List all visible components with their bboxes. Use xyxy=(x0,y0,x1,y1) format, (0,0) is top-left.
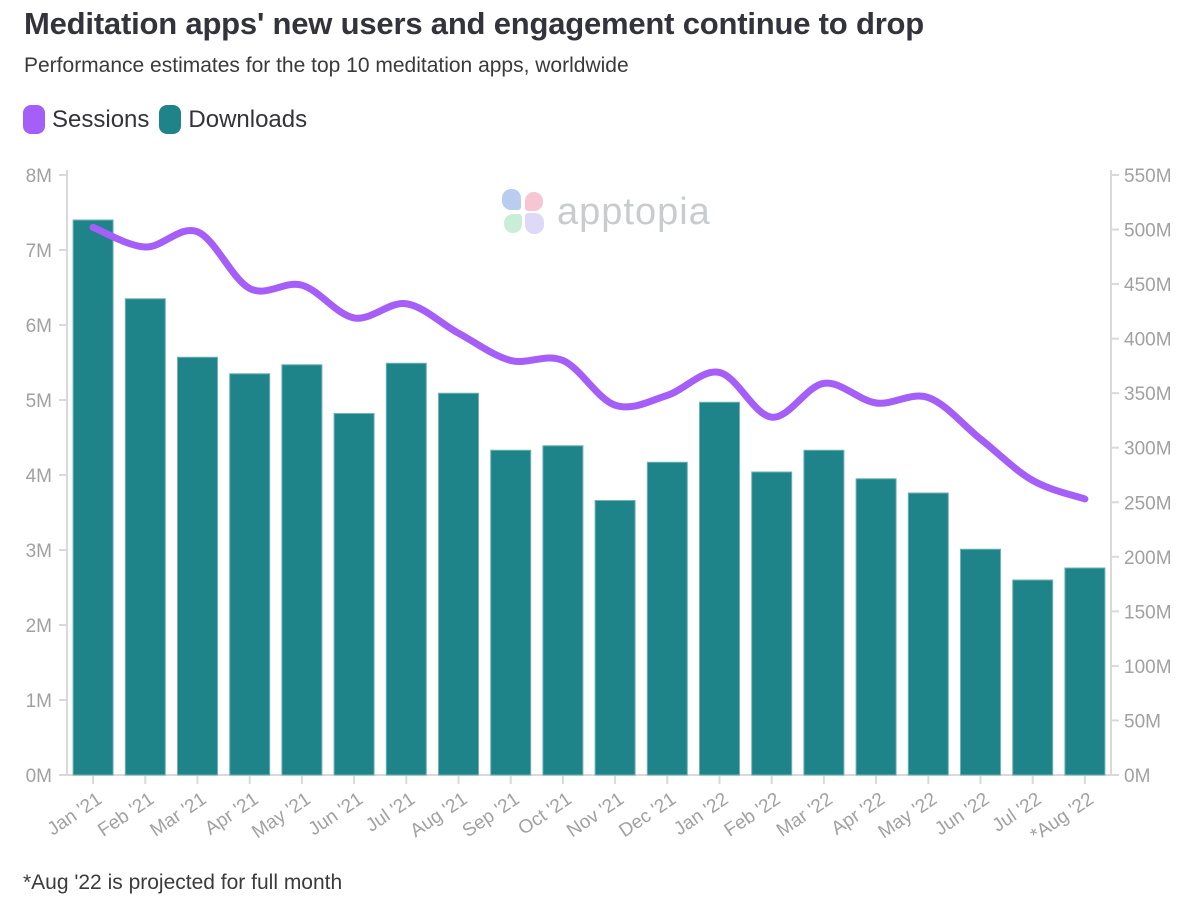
x-axis-tick: Aug '21 xyxy=(407,789,472,842)
downloads-bar xyxy=(438,392,479,776)
downloads-bars xyxy=(72,219,1106,776)
right-axis-tick: 0M xyxy=(1124,766,1150,787)
downloads-bar xyxy=(490,449,532,776)
downloads-bar xyxy=(646,461,688,776)
left-axis-tick: 7M xyxy=(26,241,52,262)
left-axis-tick: 1M xyxy=(26,691,52,712)
footnote: *Aug '22 is projected for full month xyxy=(23,871,343,894)
sessions-line xyxy=(89,223,1089,503)
x-axis-tick: Mar '21 xyxy=(147,789,211,842)
downloads-bar xyxy=(385,362,427,776)
apptopia-watermark: apptopia xyxy=(502,189,711,236)
downloads-bar xyxy=(699,401,740,776)
right-axis-tick: 50M xyxy=(1124,711,1161,732)
downloads-bar xyxy=(281,364,323,776)
logo-petal-icon xyxy=(504,214,522,233)
downloads-bar xyxy=(1012,579,1054,776)
downloads-bar xyxy=(229,373,271,776)
right-axis-tick: 400M xyxy=(1124,330,1172,351)
downloads-swatch-icon xyxy=(159,105,182,134)
x-axis-tick: Feb '22 xyxy=(721,789,785,842)
downloads-bar xyxy=(333,413,375,776)
left-axis-tick: 5M xyxy=(26,391,52,412)
x-axis-tick: Jun '22 xyxy=(931,789,993,840)
right-axis-tick: 150M xyxy=(1124,602,1172,623)
downloads-bar xyxy=(907,492,949,776)
right-axis-tick: 200M xyxy=(1124,548,1172,569)
downloads-bar xyxy=(803,449,845,776)
left-axis-tick: 2M xyxy=(26,616,52,637)
legend-item-downloads: Downloads xyxy=(159,105,307,134)
x-axis-tick: Dec '21 xyxy=(615,789,680,842)
x-axis-tick: Jun '21 xyxy=(305,789,367,840)
watermark-brand-text: apptopia xyxy=(557,191,711,233)
downloads-bar xyxy=(1064,567,1106,776)
left-axis-labels: 0M 1M 2M 3M 4M 5M 6M 7M 8M xyxy=(26,166,67,787)
downloads-bar xyxy=(542,445,584,776)
chart-title: Meditation apps' new users and engagemen… xyxy=(24,6,925,41)
downloads-bar xyxy=(855,478,897,776)
left-axis-tick: 4M xyxy=(26,466,52,487)
legend: Sessions Downloads xyxy=(23,105,307,134)
x-axis-tick: Jan '21 xyxy=(44,789,106,840)
right-axis-tick: 550M xyxy=(1124,166,1172,187)
x-axis-tick: Sep '21 xyxy=(459,789,524,842)
legend-item-sessions: Sessions xyxy=(23,105,149,134)
apptopia-logo-icon xyxy=(502,189,544,236)
downloads-bar xyxy=(177,356,218,776)
x-axis-tick: Feb '21 xyxy=(94,789,158,842)
downloads-bar xyxy=(594,500,636,776)
legend-label-sessions: Sessions xyxy=(52,105,150,133)
downloads-bar xyxy=(124,298,166,776)
right-axis-tick: 250M xyxy=(1124,493,1172,514)
downloads-bar xyxy=(960,548,1001,776)
logo-petal-icon xyxy=(502,189,521,210)
sessions-swatch-icon xyxy=(23,105,45,134)
left-axis-tick: 6M xyxy=(26,316,52,337)
downloads-bar xyxy=(72,219,114,776)
x-axis-tick: Nov '21 xyxy=(563,789,628,842)
x-axis-tick: Mar '22 xyxy=(773,789,837,842)
x-axis-tick: Oct '21 xyxy=(515,789,576,840)
downloads-bar xyxy=(751,471,793,776)
right-axis-tick: 500M xyxy=(1124,221,1172,242)
right-axis-tick: 100M xyxy=(1124,657,1172,678)
right-axis-tick: 350M xyxy=(1124,384,1172,405)
x-axis-tick: Jan '22 xyxy=(670,789,732,840)
right-axis-tick: 300M xyxy=(1124,439,1172,460)
left-axis-tick: 8M xyxy=(26,166,52,187)
logo-petal-icon xyxy=(525,213,544,234)
legend-label-downloads: Downloads xyxy=(188,105,308,133)
x-axis-tick: May '22 xyxy=(875,789,941,843)
left-axis-tick: 3M xyxy=(26,541,52,562)
chart-subtitle: Performance estimates for the top 10 med… xyxy=(24,54,629,77)
logo-petal-icon xyxy=(525,192,543,211)
right-axis-labels: 0M 50M 100M 150M 200M 250M 300M 350M 400M 450M 500… xyxy=(1111,166,1172,787)
x-axis-tick: May '21 xyxy=(248,789,314,843)
left-axis-tick: 0M xyxy=(26,766,52,787)
right-axis-tick: 450M xyxy=(1124,275,1172,296)
